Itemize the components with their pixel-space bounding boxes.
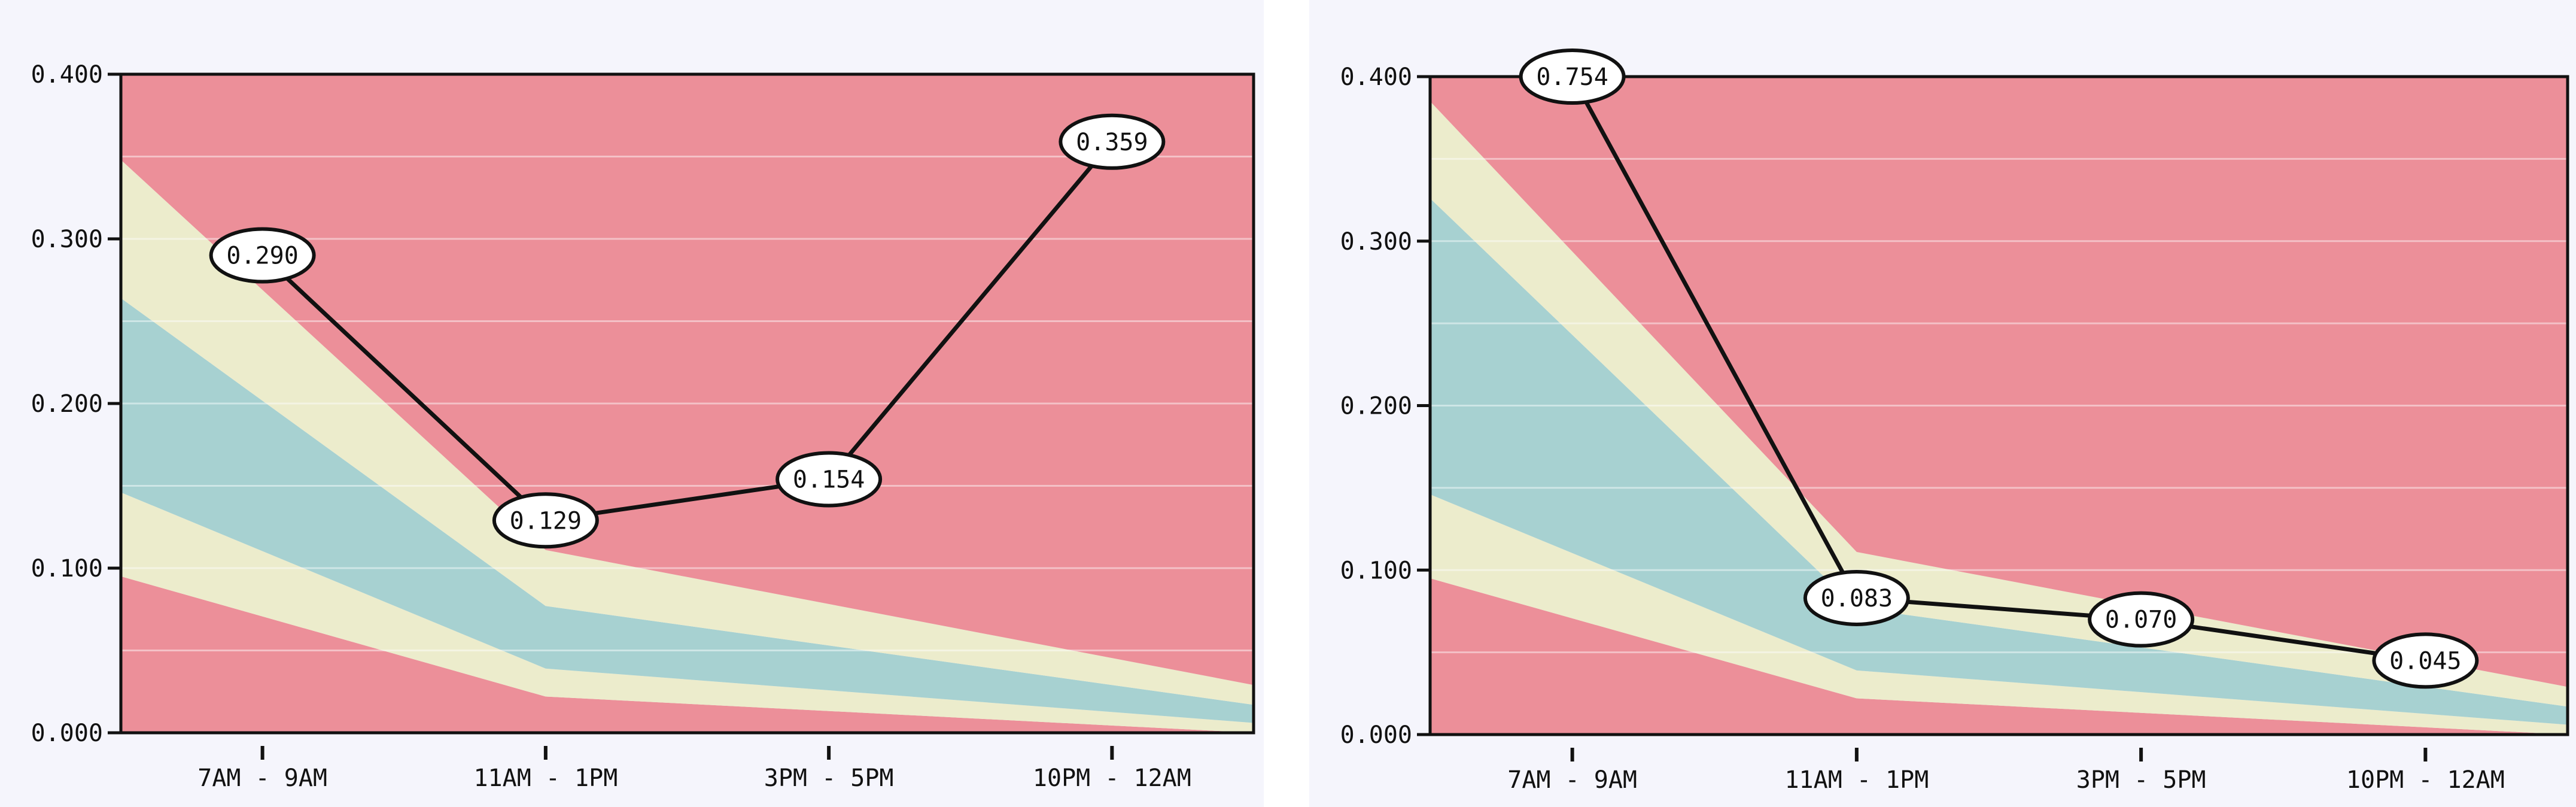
data-label: 0.154: [793, 466, 865, 494]
y-tick-label: 0.200: [31, 390, 103, 418]
data-label: 0.290: [226, 242, 298, 270]
data-label-bubble: [2088, 591, 2195, 648]
data-label-bubble: [775, 451, 883, 508]
y-tick-label: 0.100: [1340, 557, 1412, 584]
data-label: 0.070: [2105, 606, 2177, 634]
data-point: 0.754: [1519, 48, 1626, 105]
x-tick-label: 3PM - 5PM: [764, 764, 894, 792]
panel-divider: [1264, 0, 1309, 807]
band-0: [121, 576, 1254, 733]
band-1: [121, 492, 1254, 733]
x-tick-label: 11AM - 1PM: [1784, 766, 1929, 794]
plot-area: [1430, 77, 2568, 735]
data-point: 0.154: [775, 451, 883, 508]
band-4: [121, 74, 1254, 685]
x-tick-label: 3PM - 5PM: [2076, 766, 2206, 794]
y-tick-label: 0.300: [1340, 228, 1412, 256]
y-tick-label: 0.100: [31, 555, 103, 583]
data-point: 0.083: [1803, 569, 1910, 626]
data-point: 0.290: [209, 227, 316, 284]
band-1: [1430, 494, 2568, 735]
x-tick-label: 10PM - 12AM: [1033, 764, 1191, 792]
data-label-bubble: [209, 227, 316, 284]
line-chart-left: 0.000 0.100 0.200 0.300 0.400 7AM - 9AM 11AM -…: [31, 61, 1255, 792]
data-label-bubble: [1519, 48, 1626, 105]
x-tick-label: 10PM - 12AM: [2346, 766, 2505, 794]
data-label: 0.129: [510, 507, 582, 535]
plot-area: [121, 74, 1254, 733]
data-label-bubble: [2372, 632, 2479, 689]
data-label-bubble: [492, 492, 599, 549]
data-point: 0.070: [2088, 591, 2195, 648]
series-line: [261, 140, 1114, 523]
y-tick-label: 0.400: [1340, 63, 1412, 91]
y-tick-label: 0.400: [31, 61, 103, 89]
line-chart-right: 0.000 0.100 0.200 0.300 0.400 7AM - 9AM 11AM -…: [1340, 48, 2569, 794]
band-3: [1430, 101, 2568, 707]
chart-panel-left: 0.000 0.100 0.200 0.300 0.400 7AM - 9AM 11AM -…: [0, 0, 1264, 807]
data-label: 0.754: [1536, 63, 1608, 91]
data-label: 0.083: [1821, 585, 1893, 612]
series-line: [1570, 75, 2426, 663]
data-point: 0.359: [1059, 113, 1166, 170]
data-point: 0.129: [492, 492, 599, 549]
data-label-bubble: [1803, 569, 1910, 626]
data-label: 0.045: [2389, 647, 2461, 675]
y-tick-label: 0.300: [31, 226, 103, 253]
y-tick-label: 0.200: [1340, 393, 1412, 420]
data-point: 0.045: [2372, 632, 2479, 689]
x-tick-label: 7AM - 9AM: [1507, 766, 1637, 794]
x-tick-label: 11AM - 1PM: [473, 764, 618, 792]
x-tick-label: 7AM - 9AM: [197, 764, 327, 792]
band-0: [1430, 578, 2568, 735]
band-3: [121, 160, 1254, 705]
band-2: [1430, 198, 2568, 725]
data-label: 0.359: [1076, 129, 1148, 156]
chart-panel-right: 0.000 0.100 0.200 0.300 0.400 7AM - 9AM 11AM -…: [1309, 0, 2576, 807]
data-label-bubble: [1059, 113, 1166, 170]
y-tick-label: 0.000: [1340, 721, 1412, 749]
y-tick-label: 0.000: [31, 720, 103, 747]
band-4: [1430, 77, 2568, 687]
band-2: [121, 298, 1254, 723]
